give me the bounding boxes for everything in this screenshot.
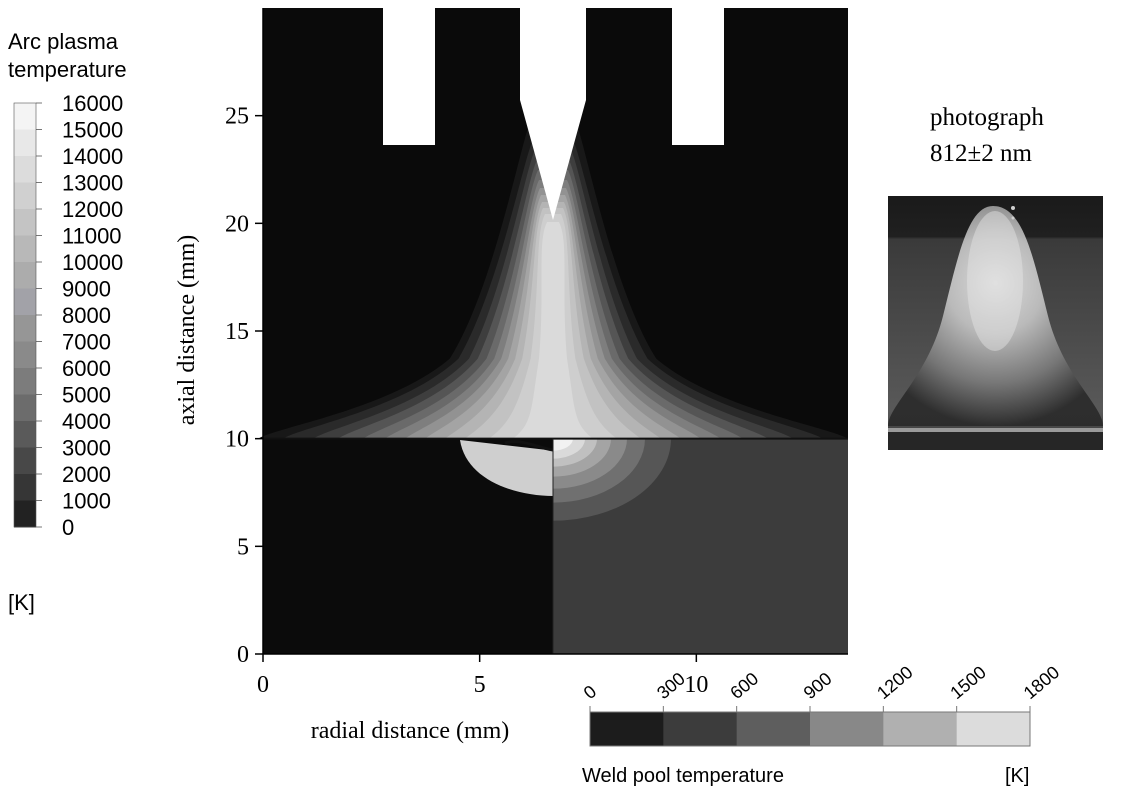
arc-colorbar-tick-label: 5000 [62,383,111,408]
plot-area [258,8,848,654]
y-tick-label: 0 [237,642,249,668]
arc-colorbar-segment [14,209,36,236]
arc-photograph-image [888,196,1103,450]
x-tick-label: 10 [684,672,708,698]
arc-colorbar-segment [14,156,36,183]
arc-colorbar-tick-label: 14000 [62,144,123,169]
arc-colorbar-segment [14,182,36,210]
arc-colorbar-segment [14,288,36,316]
arc-legend-title: Arc plasma temperature [8,28,127,84]
arc-colorbar-tick-label: 8000 [62,303,111,328]
weld-colorbar-segment [810,712,884,746]
arc-legend-unit: [K] [8,590,35,615]
arc-legend-title-line-2: temperature [8,57,127,82]
arc-colorbar-segment [14,129,36,157]
weld-colorbar-tick-label: 1500 [946,662,990,703]
photograph-label: photograph 812±2 nm [930,100,1044,172]
y-tick-label: 20 [225,211,249,237]
arc-colorbar-segment [14,262,36,289]
arc-colorbar-segment [14,421,36,448]
x-axis-label: radial distance (mm) [311,718,510,744]
y-tick-label: 10 [225,427,249,453]
x-tick-label: 0 [257,672,269,698]
arc-temperature-contour [513,222,593,439]
weld-colorbar-segment [736,712,811,746]
arc-colorbar-segment [14,341,36,369]
plot-axes: 0 5 10 15 20 25 0 5 10 radial distance (mm) axial … [174,8,848,744]
weld-colorbar-tick-label: 0 [580,681,601,703]
electrode-tungsten [520,8,586,220]
y-axis-label: axial distance (mm) [174,235,200,426]
photograph-label-line-1: photograph [930,104,1044,131]
arc-colorbar-tick-label: 11000 [62,224,122,249]
weld-colorbar-tick-label: 900 [800,668,836,703]
arc-colorbar-tick-label: 10000 [62,250,123,275]
arc-colorbar-tick-label: 16000 [62,91,123,116]
arc-colorbar-segment [14,235,36,263]
weld-legend-unit: [K] [1005,765,1030,787]
weld-colorbar-tick-label: 600 [726,668,762,703]
x-tick-label: 5 [474,672,486,698]
nozzle-left [383,8,435,145]
arc-colorbar-segment [14,368,36,395]
arc-colorbar-tick-label: 12000 [62,197,123,222]
arc-colorbar-tick-label: 9000 [62,277,111,302]
arc-colorbar-tick-label: 3000 [62,436,111,461]
y-tick-label: 25 [225,104,249,130]
arc-colorbar-segment [14,500,36,528]
weld-colorbar-segment [663,712,738,746]
arc-colorbar-tick-label: 15000 [62,118,123,143]
molten-pool-region [460,440,553,496]
arc-colorbar-tick-label: 2000 [62,462,111,487]
fusion-boundary-line [504,440,554,452]
arc-colorbar-segment [14,315,36,342]
photograph-label-line-2: 812±2 nm [930,140,1032,167]
weld-temperature-contour [553,438,573,451]
arc-colorbar-tick-label: 1000 [62,489,111,514]
arc-colorbar-segment [14,103,36,130]
weld-colorbar-segment [883,712,958,746]
arc-legend-title-line-1: Arc plasma [8,29,119,54]
arc-colorbar-tick-label: 13000 [62,171,123,196]
arc-colorbar-tick-label: 7000 [62,330,111,355]
nozzle-right [672,8,724,145]
weld-colorbar-tick-label: 1200 [873,662,917,703]
arc-legend-colorbar: 1600015000140001300012000110001000090008… [13,91,123,540]
arc-colorbar-tick-label: 6000 [62,356,111,381]
weld-colorbar-tick-label: 1800 [1020,662,1064,703]
arc-colorbar-segment [14,447,36,475]
weld-legend-title: Weld pool temperature [582,765,784,787]
y-tick-label: 15 [225,319,249,345]
weld-colorbar-segment [956,712,1031,746]
arc-colorbar-segment [14,474,36,501]
arc-colorbar-tick-label: 0 [62,515,74,540]
y-tick-label: 5 [237,534,249,560]
weld-legend-colorbar: 0 300 600 900 1200 1500 1800 [580,662,1064,747]
weld-colorbar-segment [590,712,664,746]
arc-colorbar-tick-label: 4000 [62,409,111,434]
arc-photograph [888,196,1103,450]
arc-colorbar-segment [14,394,36,422]
